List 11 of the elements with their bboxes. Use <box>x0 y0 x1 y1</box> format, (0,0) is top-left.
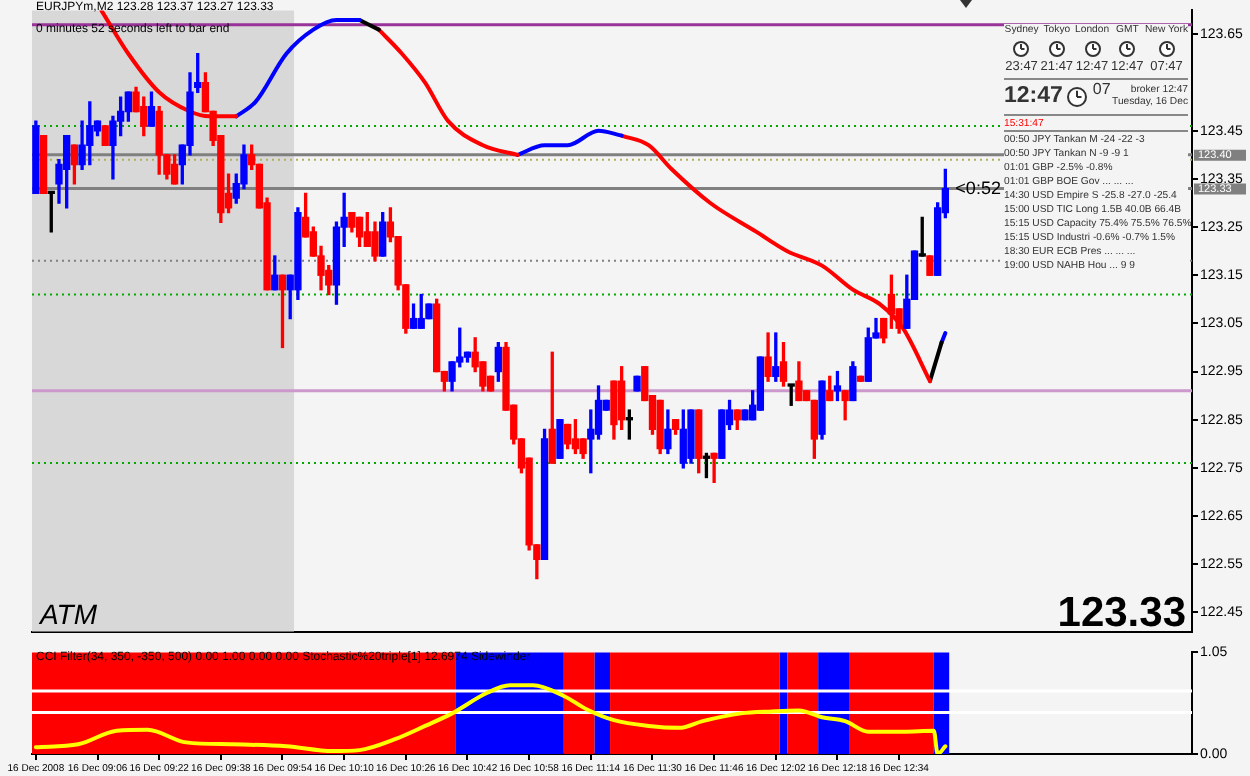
line-series <box>234 18 362 119</box>
annotation: ATM <box>40 598 98 630</box>
annotation: <0:52 <box>955 177 1001 198</box>
line-series <box>515 128 624 157</box>
candlestick <box>710 452 718 483</box>
annotation: 07 <box>1092 79 1111 97</box>
annotation: 12:47 <box>1004 82 1063 110</box>
line-series <box>619 133 932 384</box>
annotation: 123.33 <box>1057 590 1186 636</box>
line-series <box>33 683 948 754</box>
line-series <box>376 27 520 157</box>
